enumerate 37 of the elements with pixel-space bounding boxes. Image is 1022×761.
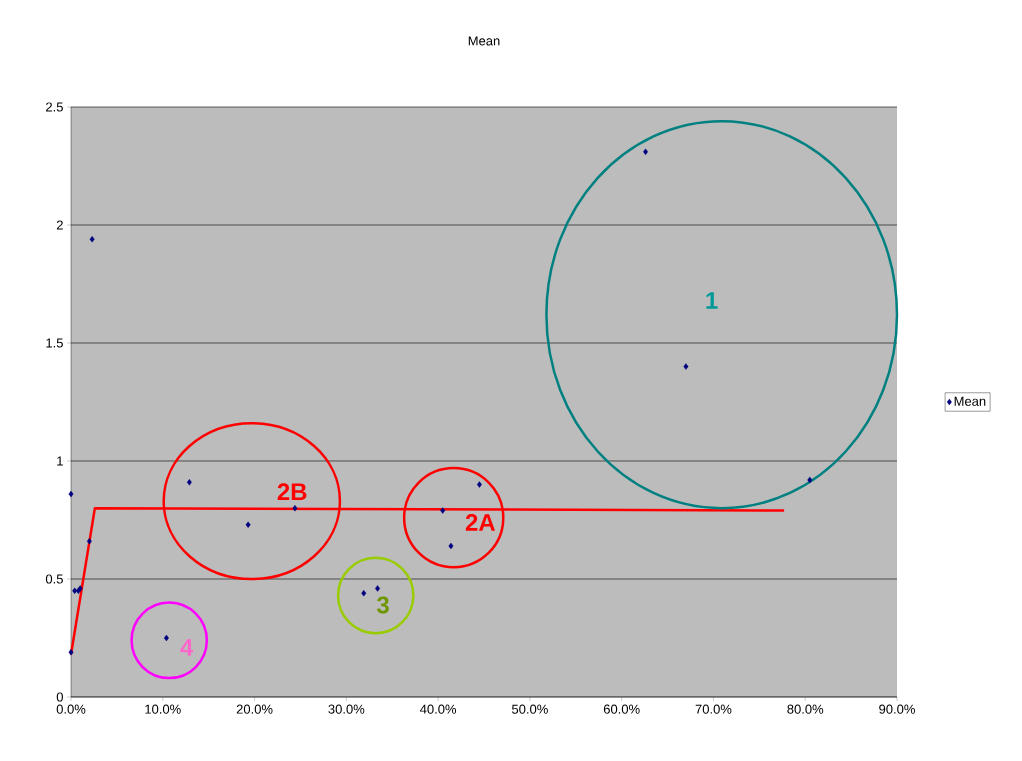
- annotation: 2B: [277, 483, 307, 501]
- point: [361, 589, 367, 597]
- y-tick-label: 2.5: [46, 102, 63, 112]
- y-tick-label: 0.5: [45, 574, 63, 584]
- x-tick-label: 20.0%: [236, 704, 273, 714]
- annotation: 3: [376, 596, 389, 614]
- point: [448, 542, 454, 550]
- y-tick-label: 1.5: [46, 338, 63, 348]
- annotation: 1: [706, 292, 718, 309]
- x-tick-label: 40.0%: [419, 704, 457, 714]
- point: [375, 585, 380, 592]
- y-tick-label: 2: [56, 220, 63, 230]
- point: [186, 479, 192, 486]
- y-tick-label: 0: [56, 692, 63, 702]
- x-tick-label: 10.0%: [145, 704, 181, 714]
- point: [440, 507, 446, 514]
- x-tick-label: 70.0%: [695, 704, 732, 714]
- x-tick-label: 90.0%: [879, 704, 915, 714]
- point: [89, 235, 95, 243]
- point: [68, 490, 74, 498]
- x-tick-label: 0.0%: [56, 704, 86, 714]
- x-tick-label: 80.0%: [787, 704, 824, 714]
- y-tick-label: 1: [57, 456, 63, 466]
- annotation: 4: [180, 639, 194, 656]
- point: [683, 363, 689, 370]
- point: [807, 476, 813, 484]
- x-tick-label: 60.0%: [603, 704, 640, 714]
- legend-label: Mean: [954, 396, 986, 406]
- point: [476, 481, 482, 488]
- point: [86, 538, 92, 545]
- chart-title: Mean: [468, 36, 500, 46]
- annotation: 2A: [465, 513, 496, 531]
- point: [245, 521, 251, 528]
- x-tick-label: 30.0%: [328, 704, 365, 714]
- point: [292, 505, 298, 512]
- x-tick-label: 50.0%: [511, 704, 548, 714]
- point: [68, 648, 74, 656]
